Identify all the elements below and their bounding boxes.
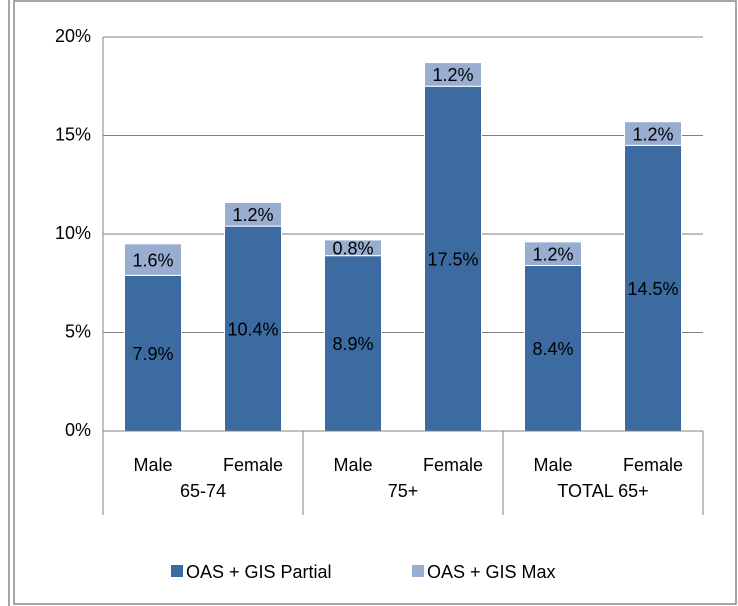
x-tick-label: Female — [623, 455, 683, 475]
y-tick-label: 15% — [55, 124, 91, 144]
bar-segment — [224, 201, 282, 227]
value-label: 1.6% — [132, 250, 173, 270]
x-tick-label: Male — [533, 455, 572, 475]
y-tick-label: 10% — [55, 223, 91, 243]
y-tick-label: 20% — [55, 26, 91, 46]
value-label: 1.2% — [432, 65, 473, 85]
bar-segment — [124, 243, 182, 276]
y-tick-label: 0% — [65, 420, 91, 440]
legend-swatch — [412, 565, 424, 577]
value-label: 10.4% — [227, 319, 278, 339]
y-tick-label: 5% — [65, 321, 91, 341]
bar-segment — [124, 274, 182, 432]
x-tick-label: Male — [333, 455, 372, 475]
value-label: 8.4% — [532, 339, 573, 359]
bar-segment — [524, 241, 582, 267]
legend-label: OAS + GIS Partial — [186, 562, 332, 582]
bar-segment — [324, 239, 382, 257]
value-label: 1.2% — [232, 205, 273, 225]
bar-segment — [624, 144, 682, 432]
value-label: 7.9% — [132, 344, 173, 364]
legend-label: OAS + GIS Max — [427, 562, 556, 582]
value-label: 17.5% — [427, 249, 478, 269]
bar-segment — [324, 255, 382, 432]
x-tick-label: Female — [223, 455, 283, 475]
x-tick-label: Female — [423, 455, 483, 475]
value-label: 1.2% — [532, 244, 573, 264]
group-label: 75+ — [388, 481, 419, 501]
bar-segment — [224, 225, 282, 432]
bar-segment — [624, 121, 682, 146]
value-label: 8.9% — [332, 334, 373, 354]
legend-swatch — [171, 565, 183, 577]
group-label: TOTAL 65+ — [557, 481, 648, 501]
value-label: 14.5% — [627, 279, 678, 299]
bar-segment — [424, 62, 482, 87]
group-label: 65-74 — [180, 481, 226, 501]
value-label: 0.8% — [332, 239, 373, 259]
value-label: 1.2% — [632, 124, 673, 144]
x-tick-label: Male — [133, 455, 172, 475]
